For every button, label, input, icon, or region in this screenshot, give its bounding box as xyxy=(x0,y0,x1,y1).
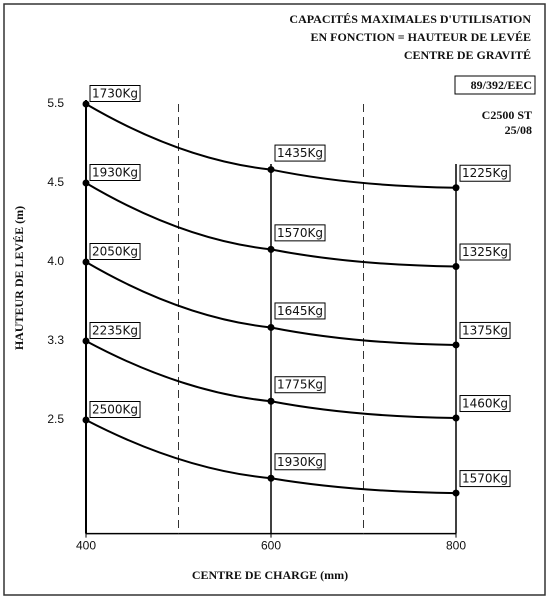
point xyxy=(267,474,275,482)
y-tick-label: 2.5 xyxy=(47,412,64,426)
capacity-label: 1930Kg xyxy=(277,455,323,469)
y-tick-label: 3.3 xyxy=(47,333,64,347)
label-box xyxy=(89,322,141,339)
label-box xyxy=(89,243,141,260)
label-box xyxy=(459,395,511,413)
capacity-label: 1645Kg xyxy=(277,304,323,318)
label-box xyxy=(459,470,511,488)
capacity-label: 1775Kg xyxy=(277,378,323,392)
label-box xyxy=(274,144,326,162)
standard: 89/392/EEC xyxy=(471,78,532,92)
point xyxy=(82,337,90,345)
label-box xyxy=(274,302,326,320)
capacity-label: 1930Kg xyxy=(92,166,138,180)
capacity-label: 1570Kg xyxy=(277,226,323,240)
label-box xyxy=(89,401,141,418)
x-tick-label: 800 xyxy=(446,539,466,553)
capacity-label: 1730Kg xyxy=(92,87,138,101)
title-line: CAPACITÉS MAXIMALES D'UTILISATION xyxy=(289,12,531,26)
label-box xyxy=(274,224,326,242)
capacity-label: 1325Kg xyxy=(462,245,508,259)
point xyxy=(267,166,275,174)
capacity-label: 1225Kg xyxy=(462,166,508,180)
point xyxy=(267,397,275,405)
point xyxy=(452,414,460,422)
point xyxy=(452,184,460,192)
capacity-label: 1375Kg xyxy=(462,323,508,337)
y-tick-label: 4.5 xyxy=(47,175,64,189)
label-box xyxy=(89,164,141,181)
point xyxy=(82,100,90,108)
point xyxy=(452,489,460,497)
capacity-label: 2050Kg xyxy=(92,245,138,259)
version: 25/08 xyxy=(505,123,532,137)
capacity-label: 2500Kg xyxy=(92,403,138,417)
point xyxy=(267,245,275,253)
standard-box xyxy=(454,75,536,95)
frame xyxy=(3,3,546,596)
capacity-label: 1435Kg xyxy=(277,146,323,160)
capacity-label: 1570Kg xyxy=(462,472,508,486)
title-line: CENTRE DE GRAVITÉ xyxy=(404,48,531,62)
model: C2500 ST xyxy=(482,108,532,122)
label-box xyxy=(274,453,326,471)
title-line: EN FONCTION = HAUTEUR DE LEVÉE xyxy=(310,30,531,44)
label-box xyxy=(459,164,511,182)
point xyxy=(452,341,460,349)
label-box xyxy=(89,85,141,102)
point xyxy=(82,258,90,266)
point xyxy=(267,323,275,331)
y-tick-label: 4.0 xyxy=(47,254,64,268)
capacity-label: 2235Kg xyxy=(92,324,138,338)
point xyxy=(452,263,460,271)
label-box xyxy=(459,321,511,339)
label-box xyxy=(459,243,511,261)
x-tick-label: 400 xyxy=(76,539,96,553)
x-tick-label: 600 xyxy=(261,539,281,553)
label-box xyxy=(274,376,326,394)
y-tick-label: 5.5 xyxy=(47,96,64,110)
x-axis-label: CENTRE DE CHARGE (mm) xyxy=(192,568,348,582)
y-axis-label: HAUTEUR DE LEVÉE (m) xyxy=(12,206,26,350)
point xyxy=(82,179,90,187)
capacity-label: 1460Kg xyxy=(462,397,508,411)
point xyxy=(82,416,90,424)
